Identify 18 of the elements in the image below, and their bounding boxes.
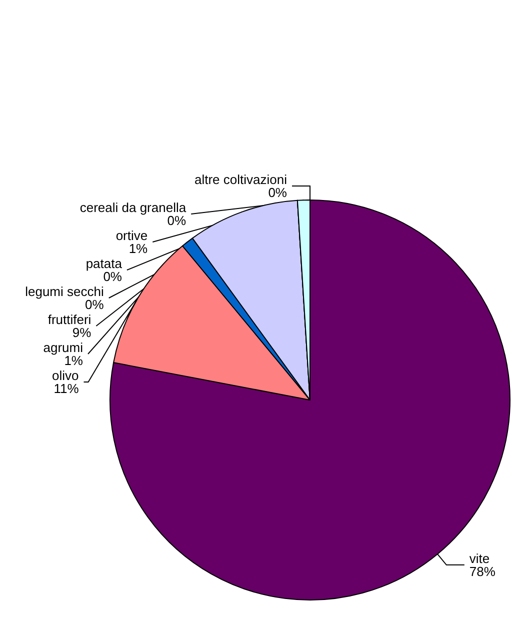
- text: 0%: [103, 269, 122, 284]
- slice-label: fruttiferi: [48, 312, 92, 327]
- data-label: 1%: [64, 353, 84, 368]
- text: 0%: [167, 213, 186, 228]
- category-label: cereali da granella: [80, 200, 186, 215]
- data-label: 9%: [72, 325, 92, 340]
- text: 0%: [268, 185, 287, 200]
- data-label: 78%: [469, 564, 496, 579]
- slice-label: ortive: [116, 228, 148, 243]
- data-label: 11%: [54, 381, 80, 396]
- text: 0%: [85, 297, 104, 312]
- category-label: legumi secchi: [25, 284, 104, 299]
- category-label: patata: [86, 256, 122, 271]
- category-label: altre coltivazioni: [194, 172, 287, 187]
- data-label: 1%: [128, 241, 148, 256]
- slice-label: agrumi: [43, 340, 84, 355]
- slice-label: olivo: [52, 368, 79, 383]
- slice-label: vite: [469, 550, 490, 566]
